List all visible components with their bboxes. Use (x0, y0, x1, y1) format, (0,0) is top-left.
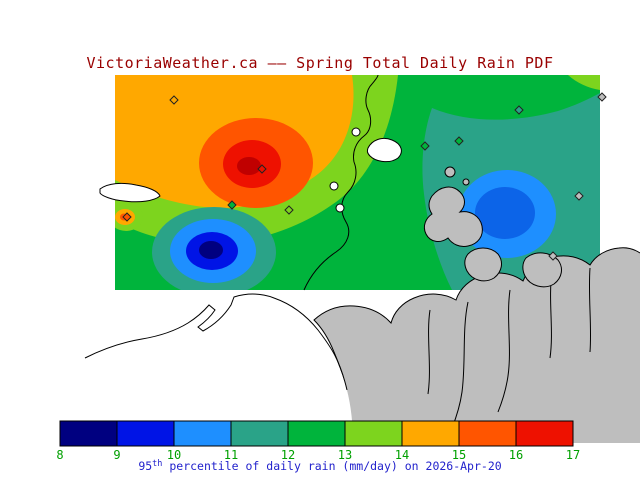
white-islands (99, 127, 402, 213)
contour-lightgreen-corner (568, 75, 600, 90)
colorbar-tick: 14 (395, 448, 409, 462)
mainland-landmass (314, 247, 640, 443)
gray-island-4 (444, 166, 456, 178)
white-island-1 (366, 137, 402, 163)
station-marker (169, 95, 179, 105)
caption-prefix: 95 (138, 459, 152, 473)
station-marker (597, 92, 607, 102)
gray-islands (423, 166, 562, 288)
inlet-line-1 (427, 309, 431, 395)
white-island-4 (335, 203, 345, 213)
station-marker (420, 141, 430, 151)
inlet-line-5 (588, 267, 592, 353)
gray-island-2 (464, 247, 502, 282)
colorbar-cell (287, 420, 346, 447)
station-marker (284, 205, 294, 215)
station-marker (548, 251, 558, 261)
colorbar-tick: 9 (113, 448, 120, 462)
low-west-navy (199, 241, 223, 259)
colorbar-cell (59, 420, 118, 447)
mainland-coastline (313, 247, 640, 444)
inlet-line-2 (451, 301, 469, 429)
colorbar-tick: 13 (338, 448, 352, 462)
gray-island-5 (462, 178, 470, 186)
colorbar-cell (458, 420, 517, 447)
colorbar-tick: 8 (56, 448, 63, 462)
lake-sliver (99, 182, 161, 203)
colorbar-cells (59, 420, 574, 447)
colorbar-ticks: 8 9 10 11 12 13 14 15 16 17 (56, 448, 580, 462)
gray-island-1 (423, 186, 483, 247)
station-marker (574, 191, 584, 201)
inlet-line-3 (497, 289, 511, 413)
white-island-3 (329, 181, 339, 191)
colorbar-cell (116, 420, 175, 447)
low-east-blue (475, 187, 535, 239)
colorbar-tick: 10 (167, 448, 181, 462)
colorbar-cell (344, 420, 403, 447)
stations (122, 92, 607, 261)
island-coastline (303, 74, 379, 291)
contour-red-max (237, 157, 261, 175)
colorbar-tick: 15 (452, 448, 466, 462)
station-marker (227, 200, 237, 210)
station-marker (514, 105, 524, 115)
colorbar-cell (173, 420, 232, 447)
caption-superscript: th (152, 459, 162, 469)
colorbar: 8 9 10 11 12 13 14 15 16 17 (56, 420, 580, 462)
colorbar-cell (230, 420, 289, 447)
station-marker (454, 136, 464, 146)
caption-rest: percentile of daily rain (mm/day) on 202… (162, 459, 501, 473)
colorbar-tick: 16 (509, 448, 523, 462)
colorbar-cell (401, 420, 460, 447)
peninsula-coastline (84, 293, 348, 391)
white-island-2 (351, 127, 361, 137)
colorbar-caption: 95th percentile of daily rain (mm/day) o… (138, 459, 501, 473)
peninsula-landmass (85, 294, 353, 443)
station-marker (257, 164, 267, 174)
colorbar-tick: 17 (566, 448, 580, 462)
page-title: VictoriaWeather.ca —— Spring Total Daily… (86, 54, 553, 72)
colorbar-tick: 11 (224, 448, 238, 462)
colorbar-cell (515, 420, 574, 447)
station-marker (122, 212, 132, 222)
colorbar-tick: 12 (281, 448, 295, 462)
